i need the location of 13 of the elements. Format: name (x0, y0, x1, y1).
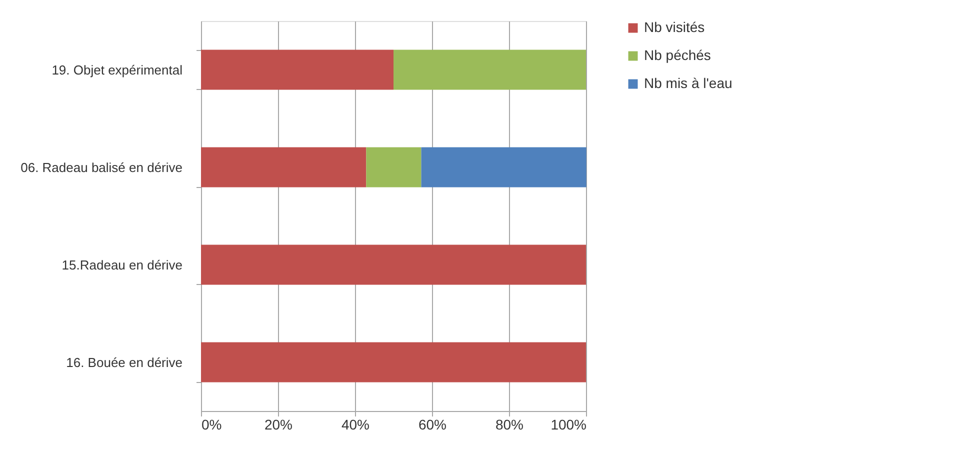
x-tick-label: 0% (202, 416, 222, 432)
y-tick-label: 15.Radeau en dérive (62, 257, 182, 272)
x-tick-label: 20% (264, 416, 293, 432)
x-tick-label: 100% (550, 416, 586, 432)
legend-label: Nb mis à l'eau (644, 75, 732, 91)
legend-label: Nb visités (644, 19, 705, 35)
y-tick-label: 19. Objet expérimental (52, 62, 183, 78)
x-tick-label: 80% (495, 416, 524, 432)
y-tick-label: 16. Bouée en dérive (66, 354, 182, 370)
x-tick-label: 60% (418, 416, 447, 432)
y-tick-label: 06. Radeau balisé en dérive (20, 160, 182, 175)
legend-label: Nb péchés (644, 47, 711, 63)
x-tick-label: 40% (341, 416, 370, 432)
